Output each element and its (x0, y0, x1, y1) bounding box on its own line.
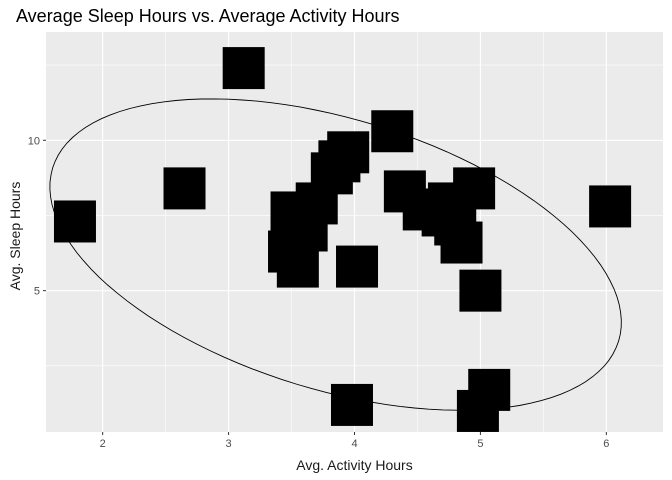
x-tick-label: 4 (351, 438, 357, 450)
x-axis-title: Avg. Activity Hours (296, 457, 412, 473)
data-points (53, 47, 632, 432)
chart-title: Average Sleep Hours vs. Average Activity… (16, 6, 400, 26)
x-tick-label: 5 (477, 438, 483, 450)
data-point (276, 245, 319, 288)
data-point (459, 269, 502, 312)
data-point (589, 185, 632, 228)
x-tick-label: 2 (100, 438, 106, 450)
data-point (371, 110, 414, 153)
y-tick-label: 10 (28, 135, 40, 147)
x-axis-ticks: 2 3 4 5 6 (100, 432, 609, 450)
data-point (456, 389, 499, 432)
confidence-ellipse (49, 98, 622, 411)
data-point (440, 221, 483, 264)
data-point (453, 167, 496, 210)
y-axis-ticks: 5 10 (28, 135, 46, 298)
data-point (222, 47, 265, 90)
x-tick-label: 3 (226, 438, 232, 450)
y-axis-title: Avg. Sleep Hours (7, 182, 23, 291)
data-point (336, 245, 379, 288)
data-point (330, 383, 373, 426)
data-point (327, 131, 370, 174)
data-point (163, 167, 206, 210)
y-tick-label: 5 (34, 286, 40, 298)
x-tick-label: 6 (603, 438, 609, 450)
data-point (53, 200, 96, 243)
